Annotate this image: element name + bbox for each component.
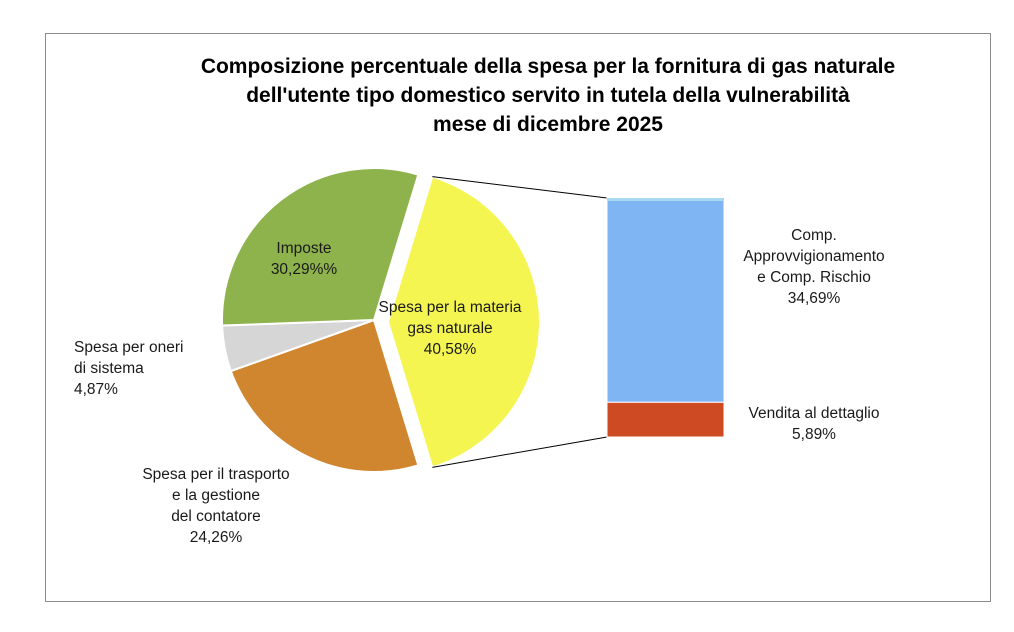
label-vendita-dettaglio-line: Vendita al dettaglio bbox=[749, 405, 880, 422]
label-materia-gas: Spesa per la materia gas naturale 40,58% bbox=[378, 299, 521, 358]
pie bbox=[221, 167, 541, 473]
label-materia-gas-line: 40,58% bbox=[424, 341, 477, 358]
chart-title: Composizione percentuale della spesa per… bbox=[45, 52, 991, 139]
connector-bottom bbox=[432, 436, 608, 468]
label-approvvigionamento-line: 34,69% bbox=[788, 290, 841, 307]
pie-slice-imposte bbox=[221, 167, 420, 327]
label-oneri-sistema-line: 4,87% bbox=[74, 381, 118, 398]
label-approvvigionamento: Comp. Approvvigionamento e Comp. Rischio 34… bbox=[743, 227, 884, 307]
label-oneri-sistema: Spesa per oneri di sistema 4,87% bbox=[74, 339, 183, 398]
label-approvvigionamento-line: e Comp. Rischio bbox=[757, 269, 871, 286]
label-imposte-line: Imposte bbox=[276, 240, 331, 257]
label-trasporto-contatore-line: e la gestione bbox=[172, 487, 260, 504]
pie-slice-materia-gas bbox=[386, 175, 541, 469]
label-materia-gas-line: gas naturale bbox=[407, 320, 492, 337]
chart-title-line-3: mese di dicembre 2025 bbox=[433, 113, 663, 136]
pie-slice-trasporto-contatore bbox=[229, 318, 420, 473]
label-imposte: Imposte 30,29%% bbox=[271, 240, 338, 278]
label-vendita-dettaglio: Vendita al dettaglio 5,89% bbox=[749, 405, 880, 443]
label-materia-gas-line: Spesa per la materia bbox=[378, 299, 521, 316]
bar-segment-approvvigionamento bbox=[606, 197, 725, 403]
label-approvvigionamento-line: Approvvigionamento bbox=[743, 248, 884, 265]
label-trasporto-contatore-line: 24,26% bbox=[190, 529, 243, 546]
connector-top bbox=[432, 176, 608, 199]
label-vendita-dettaglio-line: 5,89% bbox=[792, 426, 836, 443]
label-trasporto-contatore-line: del contatore bbox=[171, 508, 261, 525]
label-trasporto-contatore-line: Spesa per il trasporto bbox=[142, 466, 289, 483]
chart-title-line-1: Composizione percentuale della spesa per… bbox=[200, 55, 896, 78]
label-oneri-sistema-line: di sistema bbox=[74, 360, 144, 377]
label-approvvigionamento-line: Comp. bbox=[791, 227, 837, 244]
bar-of-pie bbox=[606, 197, 725, 438]
pie-to-bar-connectors bbox=[432, 176, 608, 468]
label-imposte-line: 30,29%% bbox=[271, 261, 338, 278]
bar-top-highlight bbox=[607, 198, 724, 201]
bar-segment-vendita bbox=[606, 401, 725, 438]
label-trasporto-contatore: Spesa per il trasporto e la gestione del c… bbox=[142, 466, 289, 546]
chart-title-line-2: dell'utente tipo domestico servito in tu… bbox=[246, 84, 850, 107]
data-labels: Spesa per la materia gas naturale 40,58%Sp… bbox=[74, 227, 885, 546]
label-oneri-sistema-line: Spesa per oneri bbox=[74, 339, 183, 356]
